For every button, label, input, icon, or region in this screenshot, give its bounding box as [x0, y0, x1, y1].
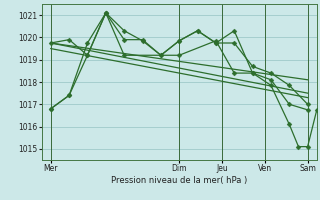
X-axis label: Pression niveau de la mer( hPa ): Pression niveau de la mer( hPa )	[111, 176, 247, 185]
